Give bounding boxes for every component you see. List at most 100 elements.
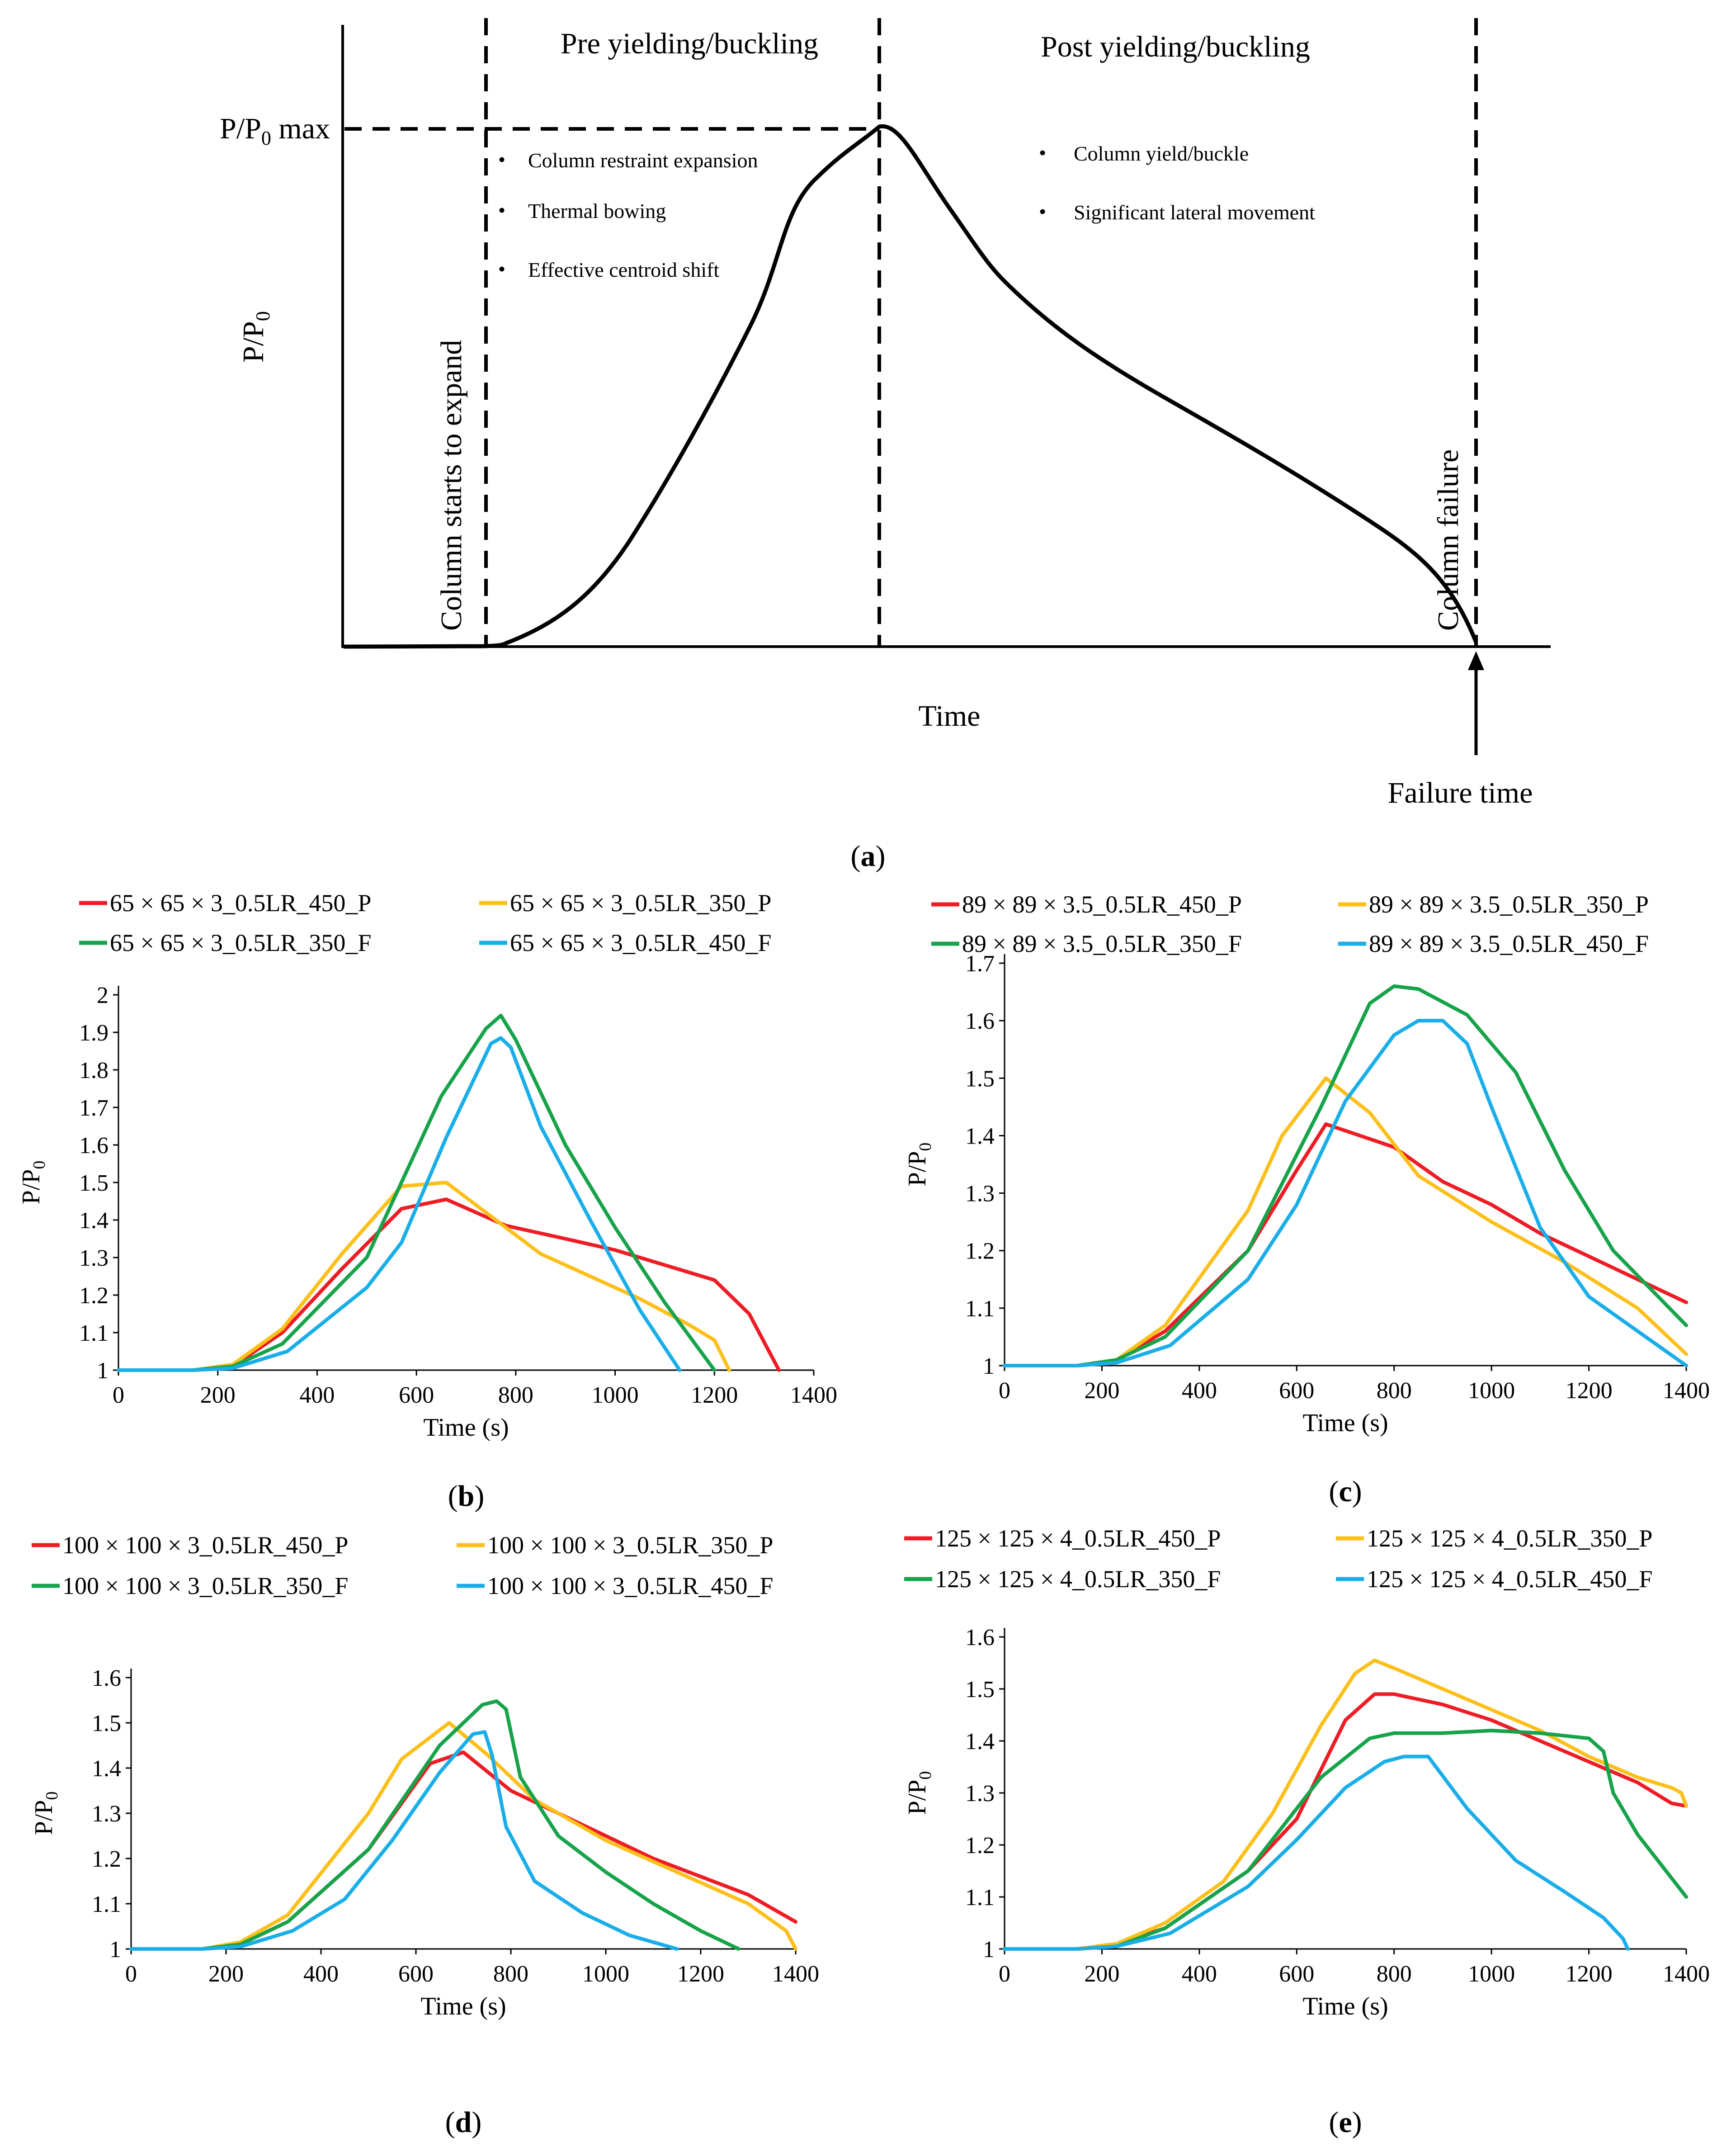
y-tick-label: 1 (983, 1937, 995, 1963)
y-tick-label: 1.3 (965, 1181, 995, 1207)
post-bullet-item: Significant lateral movement (1074, 201, 1315, 224)
schematic-y-label: P/P0 (237, 311, 274, 363)
caption-letter: b (458, 1480, 475, 1513)
caption-paren: ( (445, 2106, 455, 2139)
caption-paren: ) (1352, 2106, 1362, 2139)
caption-a: (a) (851, 840, 886, 873)
x-tick-label: 400 (1182, 1378, 1217, 1404)
caption-b: (b) (448, 1480, 485, 1513)
y-tick-label: 1.3 (965, 1781, 995, 1807)
y-tick-label: 1.6 (965, 1008, 995, 1034)
y-axis-title-main: P/P (903, 1780, 931, 1815)
y-tick-label: 1.1 (965, 1296, 995, 1322)
legend-label: 125 × 125 × 4_0.5LR_450_F (1367, 1565, 1652, 1593)
post-yielding-title: Post yielding/buckling (1041, 30, 1310, 63)
y-tick-label: 1.8 (79, 1058, 108, 1083)
legend-label: 65 × 65 × 3_0.5LR_350_P (510, 889, 771, 917)
x-tick-label: 0 (125, 1961, 137, 1987)
x-tick-label: 400 (299, 1382, 335, 1408)
x-tick-label: 1200 (1566, 1378, 1613, 1404)
legend-label: 65 × 65 × 3_0.5LR_450_F (510, 929, 771, 956)
series-line-yellow (1003, 1076, 1688, 1367)
expand-label: Column starts to expand (435, 340, 468, 631)
x-tick-label: 200 (208, 1961, 244, 1987)
y-tick-label: 1.3 (92, 1801, 121, 1827)
y-tick-label: 1.5 (965, 1677, 995, 1702)
y-axis-title-main: P/P (30, 1800, 58, 1835)
bullet-glyph: • (1039, 141, 1046, 164)
legend-label: 125 × 125 × 4_0.5LR_450_P (935, 1525, 1221, 1552)
x-tick-label: 1400 (772, 1961, 819, 1987)
x-tick-label: 0 (999, 1378, 1010, 1404)
series-line-green (129, 1699, 741, 1951)
bullet-glyph: • (1039, 200, 1046, 223)
legend-label: 89 × 89 × 3.5_0.5LR_450_P (962, 891, 1242, 918)
x-tick-label: 600 (1279, 1378, 1314, 1404)
x-tick-label: 1000 (592, 1382, 639, 1408)
series-line-green (1003, 984, 1688, 1367)
post-bullet-item: Column yield/buckle (1074, 142, 1249, 165)
x-tick-label: 200 (200, 1382, 236, 1408)
legend-label: 100 × 100 × 3_0.5LR_350_F (62, 1572, 348, 1599)
y-tick-label: 1.1 (92, 1892, 121, 1917)
caption-letter: d (455, 2106, 472, 2139)
x-tick-label: 0 (113, 1382, 124, 1408)
failure-arrow-head (1468, 651, 1484, 670)
x-tick-label: 1200 (1566, 1961, 1613, 1987)
x-tick-label: 800 (1377, 1961, 1412, 1987)
caption-letter: e (1339, 2106, 1352, 2139)
failure-time-label: Failure time (1388, 776, 1533, 809)
series-line-red (117, 1197, 781, 1372)
caption-paren: ) (1352, 1475, 1362, 1508)
y-tick-label: 2 (97, 983, 108, 1008)
x-tick-label: 200 (1084, 1378, 1119, 1404)
y-axis-title: P/P0 (903, 1143, 935, 1187)
y-tick-label: 1.1 (965, 1885, 995, 1911)
series-line-red (129, 1750, 797, 1951)
caption-paren: ( (1329, 1475, 1339, 1508)
x-tick-label: 800 (498, 1382, 533, 1408)
y-tick-label: 1.4 (92, 1756, 121, 1782)
pre-bullet-item: Column restraint expansion (528, 149, 758, 172)
pre-bullet-item: Effective centroid shift (528, 258, 719, 281)
bullet-glyph: • (498, 199, 505, 222)
series-line-yellow (117, 1181, 731, 1372)
schematic-curve (343, 124, 1478, 649)
legend-label: 65 × 65 × 3_0.5LR_450_P (110, 889, 371, 917)
y-tick-label: 1.5 (92, 1711, 121, 1736)
y-tick-label: 1.2 (92, 1846, 121, 1872)
legend-label: 89 × 89 × 3.5_0.5LR_350_P (1369, 891, 1649, 918)
series-line-yellow (129, 1721, 797, 1951)
bullet-glyph: • (498, 148, 505, 171)
chart-panel-c: 1 1.1 1.2 1.3 1.4 1.5 1.6 1.7 0 200 400 600 800 1000 1… (903, 891, 1710, 1508)
caption-letter: c (1339, 1475, 1352, 1508)
y-axis-title-sub: 0 (42, 1792, 61, 1800)
x-tick-label: 1400 (1663, 1961, 1710, 1987)
x-tick-label: 600 (1279, 1961, 1314, 1987)
series-line-green (117, 1013, 717, 1372)
x-tick-label: 1400 (1663, 1378, 1710, 1404)
chart-panel-b: 1 1.1 1.2 1.3 1.4 1.5 1.6 1.7 1.8 1.9 2 0 200 400 600 8… (17, 889, 837, 1513)
series-line-blue (117, 1036, 682, 1372)
y-tick-label: 1.4 (965, 1729, 995, 1754)
y-tick-label: 1 (983, 1353, 995, 1379)
y-tick-label: 1.7 (79, 1095, 108, 1121)
pre-bullet-item: Thermal bowing (528, 199, 666, 222)
y-tick-label: 1.6 (965, 1625, 995, 1650)
legend-label: 89 × 89 × 3.5_0.5LR_450_F (1369, 930, 1649, 957)
schematic-panel: Pre yielding/buckling Post yielding/buck… (220, 18, 1551, 873)
series-line-red (1003, 1692, 1688, 1951)
x-tick-label: 800 (1377, 1378, 1412, 1404)
y-axis-title: P/P0 (903, 1771, 935, 1815)
y-axis-title: P/P0 (17, 1161, 49, 1205)
series-line-green (1003, 1729, 1688, 1951)
y-tick-label: 1.6 (79, 1133, 108, 1159)
caption-paren: ) (474, 1480, 484, 1513)
x-axis-title: Time (s) (420, 1992, 506, 2020)
x-tick-label: 1000 (1468, 1961, 1515, 1987)
caption-c: (c) (1329, 1475, 1362, 1508)
y-axis-title-sub: 0 (916, 1771, 935, 1780)
legend-label: 89 × 89 × 3.5_0.5LR_350_F (962, 930, 1242, 957)
caption-paren: ( (1329, 2106, 1339, 2139)
x-axis-title: Time (s) (1302, 1409, 1388, 1437)
